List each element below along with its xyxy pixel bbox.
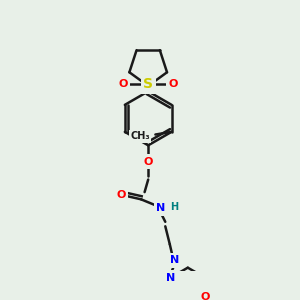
Text: H: H [170, 202, 178, 212]
Text: N: N [170, 256, 179, 266]
Text: O: O [143, 157, 153, 166]
Text: O: O [118, 79, 128, 89]
Text: O: O [169, 79, 178, 89]
Text: S: S [143, 77, 153, 91]
Text: N: N [144, 81, 153, 91]
Text: O: O [200, 292, 210, 300]
Text: N: N [166, 273, 175, 283]
Text: O: O [116, 190, 126, 200]
Text: CH₃: CH₃ [130, 131, 150, 141]
Text: N: N [156, 203, 165, 213]
